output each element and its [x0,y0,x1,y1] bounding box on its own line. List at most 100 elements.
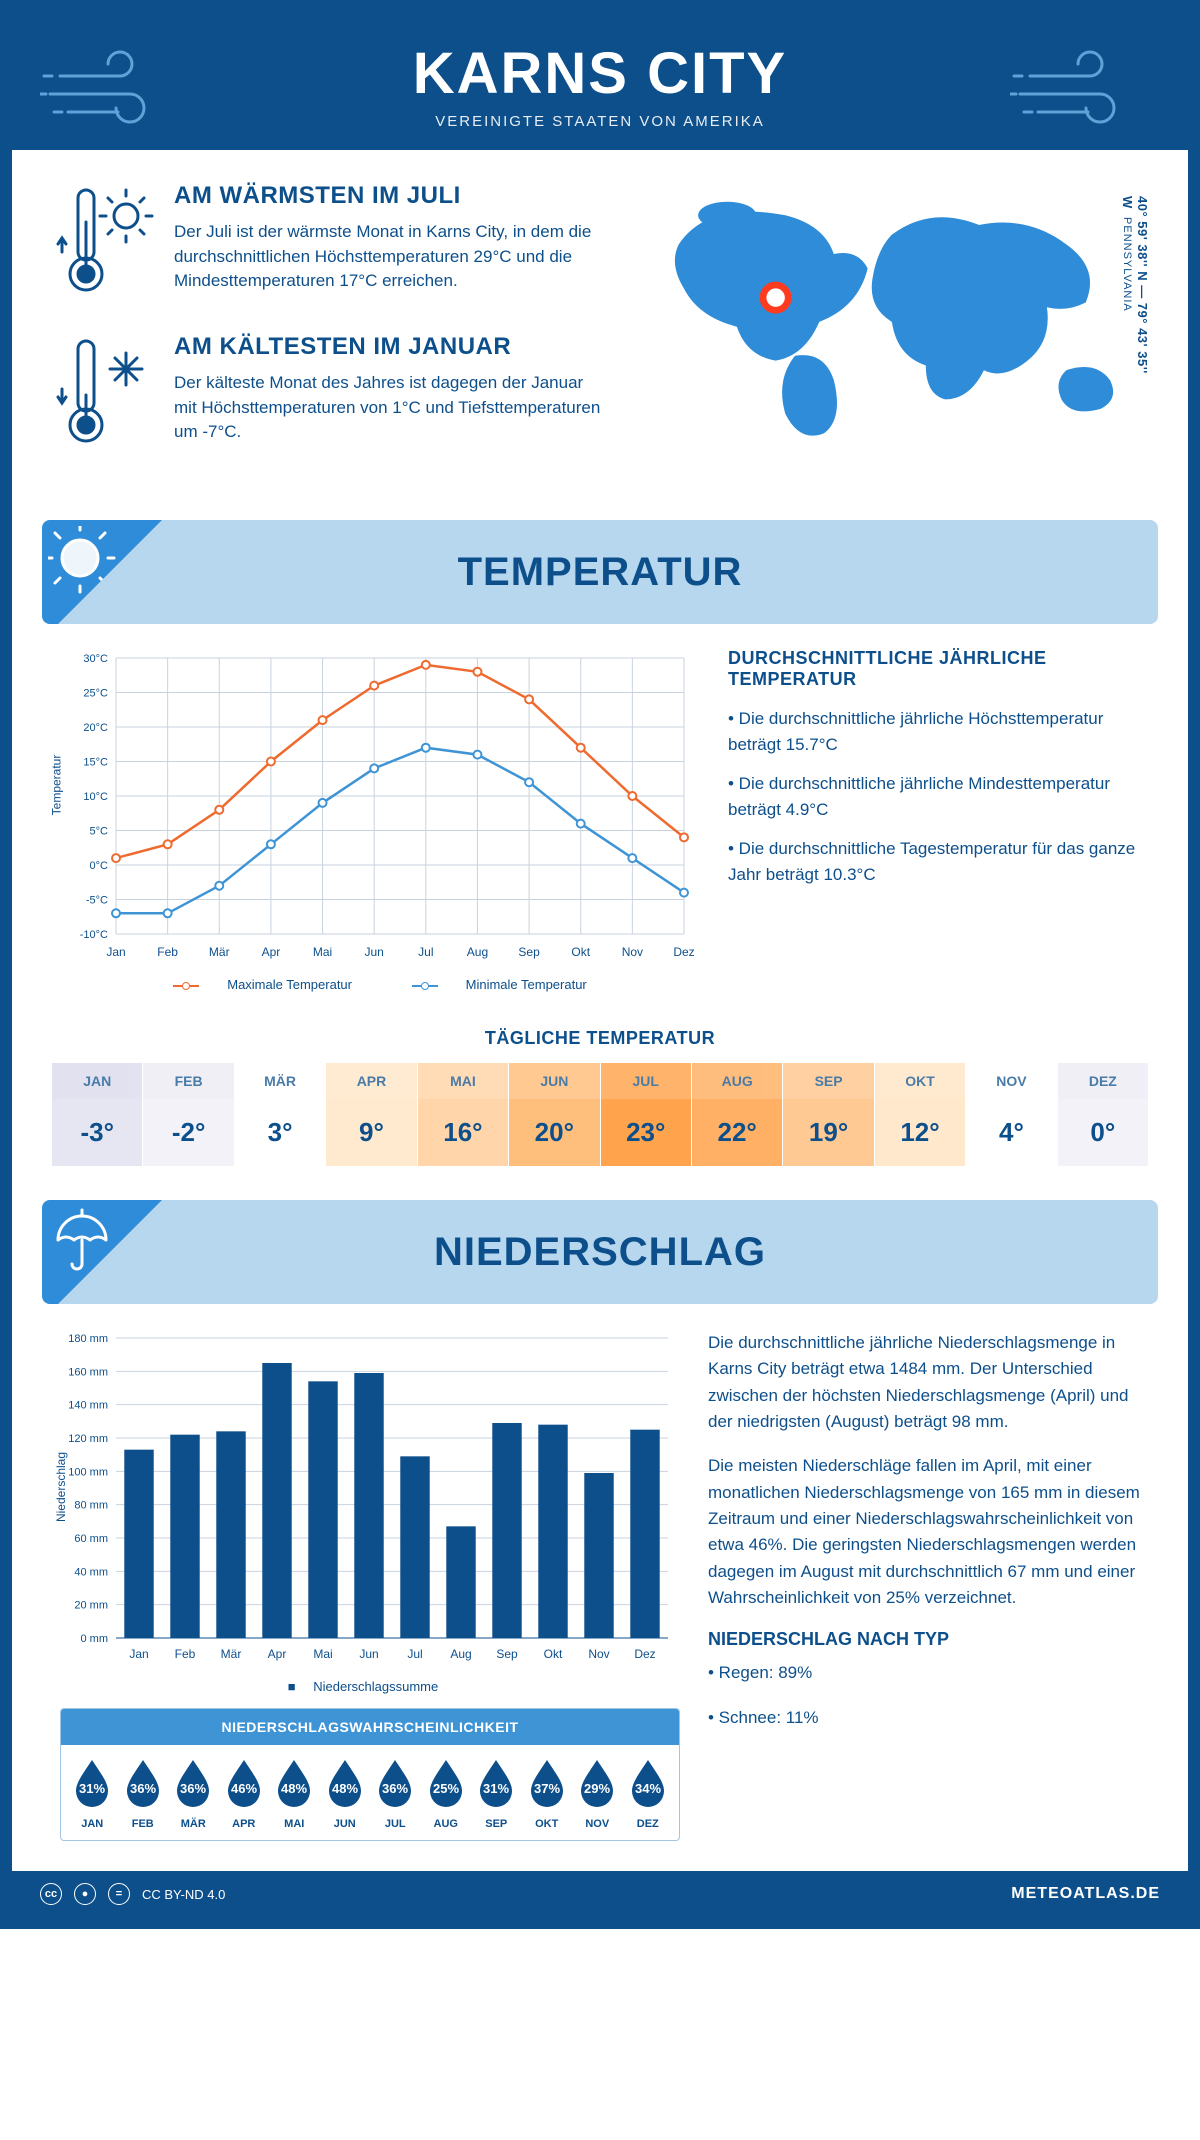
svg-text:25°C: 25°C [83,688,108,700]
page-subtitle: VEREINIGTE STAATEN VON AMERIKA [12,113,1188,130]
daily-temp-strip: JAN -3°FEB -2°MÄR 3°APR 9°MAI 16°JUN 20°… [52,1063,1148,1166]
precip-summary: Die durchschnittliche jährliche Niedersc… [708,1330,1140,1841]
daily-temp-cell: AUG 22° [692,1063,783,1166]
svg-text:36%: 36% [382,1781,408,1796]
precip-type-heading: NIEDERSCHLAG NACH TYP [708,1629,1140,1650]
svg-text:15°C: 15°C [83,757,108,769]
precip-type: • Schnee: 11% [708,1705,1140,1731]
svg-text:80 mm: 80 mm [74,1500,108,1512]
svg-text:10°C: 10°C [83,791,108,803]
precip-prob-drop: 31% JAN [67,1757,118,1830]
daily-temp-cell: JUN 20° [509,1063,600,1166]
svg-text:Mär: Mär [221,1647,242,1661]
svg-text:29%: 29% [584,1781,610,1796]
precip-prob-drop: 36% FEB [118,1757,169,1830]
svg-text:0 mm: 0 mm [81,1633,109,1645]
temp-bullet: • Die durchschnittliche jährliche Mindes… [728,771,1140,822]
thermometer-hot-icon [56,182,156,302]
precip-banner: NIEDERSCHLAG [42,1200,1158,1304]
intro: AM WÄRMSTEN IM JULI Der Juli ist der wär… [12,150,1188,508]
temperature-line-chart: -10°C-5°C0°C5°C10°C15°C20°C25°C30°CJanFe… [60,648,700,968]
warmest-body: Der Juli ist der wärmste Monat in Karns … [174,220,610,294]
daily-temp-heading: TÄGLICHE TEMPERATUR [12,1028,1188,1049]
svg-text:180 mm: 180 mm [68,1333,108,1345]
precip-heading: NIEDERSCHLAG [434,1230,766,1275]
umbrella-icon [48,1206,118,1276]
svg-text:46%: 46% [231,1781,257,1796]
precip-para: Die durchschnittliche jährliche Niedersc… [708,1330,1140,1435]
svg-text:48%: 48% [332,1781,358,1796]
precip-prob-drop: 31% SEP [471,1757,522,1830]
warmest-block: AM WÄRMSTEN IM JULI Der Juli ist der wär… [56,182,610,307]
svg-text:Jun: Jun [359,1647,378,1661]
svg-text:60 mm: 60 mm [74,1533,108,1545]
svg-text:Mär: Mär [209,945,230,959]
precip-prob-drop: 48% MAI [269,1757,320,1830]
svg-text:Aug: Aug [450,1647,471,1661]
by-icon: ● [74,1883,96,1905]
daily-temp-cell: FEB -2° [143,1063,234,1166]
precip-prob-drop: 46% APR [219,1757,270,1830]
precip-prob-drop: 29% NOV [572,1757,623,1830]
svg-text:-5°C: -5°C [86,895,108,907]
precip-probability-box: NIEDERSCHLAGSWAHRSCHEINLICHKEIT 31% JAN … [60,1708,680,1841]
precip-legend: ■ Niederschlagssumme [60,1679,680,1694]
svg-text:Dez: Dez [634,1647,655,1661]
precip-y-axis-label: Niederschlag [54,1452,68,1522]
svg-text:37%: 37% [534,1781,560,1796]
precip-prob-drop: 25% AUG [421,1757,472,1830]
svg-text:Mai: Mai [313,945,332,959]
precip-type: • Regen: 89% [708,1660,1140,1686]
temperature-banner: TEMPERATUR [42,520,1158,624]
svg-text:100 mm: 100 mm [68,1466,108,1478]
map-marker-icon [763,285,788,310]
cc-icon: cc [40,1883,62,1905]
svg-text:Sep: Sep [518,945,540,959]
svg-text:Feb: Feb [175,1647,196,1661]
svg-text:Jul: Jul [407,1647,422,1661]
svg-text:-10°C: -10°C [80,929,108,941]
svg-text:Mai: Mai [313,1647,332,1661]
precip-para: Die meisten Niederschläge fallen im Apri… [708,1453,1140,1611]
temp-summary: DURCHSCHNITTLICHE JÄHRLICHE TEMPERATUR •… [728,648,1140,992]
svg-text:36%: 36% [180,1781,206,1796]
coordinates: 40° 59' 38'' N — 79° 43' 35'' W PENNSYLV… [1120,196,1150,484]
svg-text:Okt: Okt [571,945,590,959]
daily-temp-cell: JUL 23° [601,1063,692,1166]
svg-text:36%: 36% [130,1781,156,1796]
daily-temp-cell: OKT 12° [875,1063,966,1166]
svg-text:Sep: Sep [496,1647,518,1661]
svg-text:Apr: Apr [262,945,281,959]
nd-icon: = [108,1883,130,1905]
svg-text:Aug: Aug [467,945,488,959]
svg-text:5°C: 5°C [90,826,109,838]
svg-text:25%: 25% [433,1781,459,1796]
precip-prob-heading: NIEDERSCHLAGSWAHRSCHEINLICHKEIT [61,1709,679,1745]
daily-temp-cell: APR 9° [326,1063,417,1166]
svg-text:40 mm: 40 mm [74,1566,108,1578]
coldest-block: AM KÄLTESTEN IM JANUAR Der kälteste Mona… [56,333,610,458]
svg-text:Nov: Nov [588,1647,609,1661]
svg-text:30°C: 30°C [83,653,108,665]
temperature-heading: TEMPERATUR [458,550,743,595]
svg-text:Nov: Nov [622,945,643,959]
license-text: CC BY-ND 4.0 [142,1887,225,1902]
svg-text:31%: 31% [79,1781,105,1796]
precip-prob-drop: 36% JUL [370,1757,421,1830]
svg-text:34%: 34% [635,1781,661,1796]
coldest-title: AM KÄLTESTEN IM JANUAR [174,333,610,361]
daily-temp-cell: NOV 4° [966,1063,1057,1166]
svg-text:20°C: 20°C [83,722,108,734]
daily-temp-cell: MAI 16° [418,1063,509,1166]
svg-text:120 mm: 120 mm [68,1433,108,1445]
svg-text:Feb: Feb [157,945,178,959]
page: KARNS CITY VEREINIGTE STAATEN VON AMERIK… [0,0,1200,1929]
temp-legend: Maximale Temperatur Minimale Temperatur [60,977,700,992]
daily-temp-cell: MÄR 3° [235,1063,326,1166]
svg-text:48%: 48% [281,1781,307,1796]
svg-text:20 mm: 20 mm [74,1600,108,1612]
sun-icon [48,526,122,600]
precip-prob-drop: 34% DEZ [623,1757,674,1830]
license: cc ● = CC BY-ND 4.0 [40,1883,225,1905]
svg-text:140 mm: 140 mm [68,1400,108,1412]
